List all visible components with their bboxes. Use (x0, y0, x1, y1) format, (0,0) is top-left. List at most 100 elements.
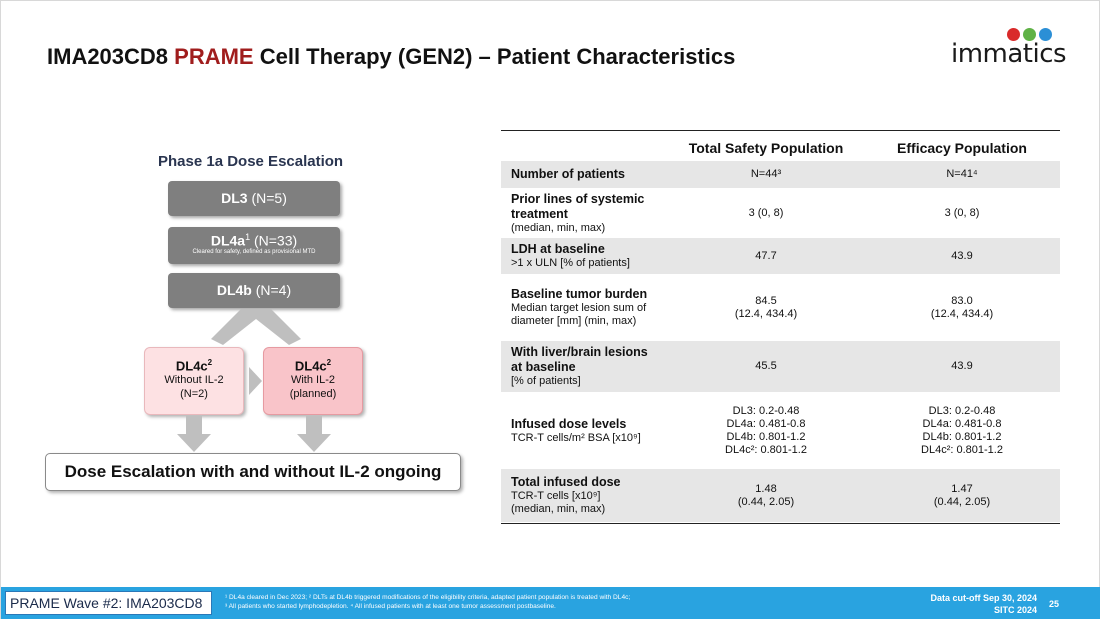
row-label-cell: Total infused dose TCR-T cells [x10⁹] (med… (501, 469, 668, 522)
efficacy-value: DL4c²: 0.801-1.2 (921, 443, 1003, 456)
title-prefix: IMA203CD8 (47, 44, 175, 69)
efficacy-value: 83.0 (951, 294, 973, 307)
dl4c-b-line1: With IL-2 (290, 374, 335, 387)
efficacy-value: N=41⁴ (946, 168, 978, 180)
dl4a-name: DL4a (210, 232, 246, 249)
footnote-line: ³ All patients who started lymphodepleti… (225, 602, 556, 610)
logo-green-dot-icon (1023, 28, 1036, 41)
dl4c-b-sup: 2 (326, 358, 332, 367)
row-label-cell: Prior lines of systemic treatment (median… (501, 189, 668, 237)
table-row: Total infused dose TCR-T cells [x10⁹] (med… (501, 469, 1060, 523)
row-label-detail: TCR-T cells [x10⁹] (511, 490, 601, 502)
row-label-bold: Infused dose levels (511, 416, 627, 431)
row-label-bold: Number of patients (511, 167, 625, 181)
dl4c-a-sup: 2 (207, 358, 213, 367)
safety-value-cell: 47.7 (668, 238, 864, 274)
page-title: IMA203CD8 PRAME Cell Therapy (GEN2) – Pa… (47, 44, 735, 70)
efficacy-value-cell: 1.47 (0.44, 2.05) (864, 469, 1060, 522)
footnote-line: ¹ DL4a cleared in Dec 2023; ² DLTs at DL… (225, 594, 631, 601)
row-label-cell: Number of patients (501, 161, 668, 188)
dl4c-b-name: DL4c (294, 358, 327, 374)
efficacy-value: 1.47 (951, 482, 973, 495)
split-arrow-icon (211, 309, 301, 345)
safety-value: 84.5 (755, 294, 777, 307)
row-label-bold: LDH at baseline (511, 242, 605, 256)
table-header-cell (501, 131, 668, 161)
logo-text: immatics (951, 39, 1067, 69)
footer-label: PRAME Wave #2: IMA203CD8 (5, 591, 212, 615)
title-accent: PRAME (174, 44, 254, 69)
cutoff-date: Data cut-off Sep 30, 2024 (930, 593, 1037, 603)
efficacy-value-cell: N=41⁴ (864, 161, 1060, 188)
row-label-cell: Infused dose levels TCR-T cells/m² BSA [x… (501, 393, 668, 468)
safety-value-cell: 3 (0, 8) (668, 189, 864, 237)
row-label-detail: TCR-T cells/m² BSA [x10⁹] (511, 431, 641, 444)
safety-value: 47.7 (755, 249, 777, 262)
down-arrow-icon (297, 416, 331, 452)
row-label-detail: [% of patients] (511, 375, 581, 387)
efficacy-value-cell: DL3: 0.2-0.48 DL4a: 0.481-0.8 DL4b: 0.801-… (864, 393, 1060, 468)
flow-title: Phase 1a Dose Escalation (158, 153, 344, 170)
safety-value: DL4a: 0.481-0.8 (726, 417, 806, 430)
safety-value: (0.44, 2.05) (737, 495, 795, 508)
table-row: LDH at baseline >1 x ULN [% of patients] 4… (501, 238, 1060, 275)
efficacy-value: (12.4, 434.4) (930, 307, 994, 320)
right-chevron-icon (249, 367, 262, 395)
safety-value-cell: N=44³ (668, 161, 864, 188)
row-label-detail: (median, min, max) (511, 503, 606, 515)
footnotes: ¹ DL4a cleared in Dec 2023; ² DLTs at DL… (225, 594, 630, 611)
efficacy-value: DL4b: 0.801-1.2 (922, 430, 1002, 443)
row-label-detail: (median, min, max) (511, 221, 606, 234)
dl4b-name: DL4b (216, 282, 252, 298)
logo-red-dot-icon (1007, 28, 1020, 41)
company-logo: immatics (949, 21, 1069, 71)
dl4c-a-line2: (N=2) (180, 388, 208, 401)
efficacy-value: DL4a: 0.481-0.8 (922, 417, 1002, 430)
safety-value-cell: 45.5 (668, 341, 864, 392)
dl3-name: DL3 (221, 190, 248, 206)
row-label-bold: Prior lines of systemic treatment (511, 191, 645, 221)
page-number: 25 (1048, 599, 1059, 609)
row-label-bold: With liver/brain lesions at baseline (511, 345, 648, 374)
efficacy-value-cell: 43.9 (864, 341, 1060, 392)
dl4c-a-line1: Without IL-2 (164, 374, 224, 387)
table-row: Baseline tumor burden Median target lesio… (501, 275, 1060, 341)
ongoing-banner: Dose Escalation with and without IL-2 on… (45, 453, 461, 491)
logo-dots-icon (1007, 27, 1067, 41)
table-header-cell: Efficacy Population (897, 140, 1027, 156)
table-row: Prior lines of systemic treatment (median… (501, 189, 1060, 238)
dl4a-count: (N=33) (253, 232, 298, 249)
dl4c-with-il2-box: DL4c2 With IL-2 (planned) (263, 347, 363, 415)
conference-name: SITC 2024 (993, 605, 1037, 615)
row-label-cell: LDH at baseline >1 x ULN [% of patients] (501, 238, 668, 274)
row-label-cell: With liver/brain lesions at baseline [% o… (501, 341, 668, 392)
safety-value: (12.4, 434.4) (734, 307, 798, 320)
dl4a-sup: 1 (245, 232, 251, 242)
dl4a-note: Cleared for safety, defined as provision… (192, 248, 316, 255)
title-suffix: Cell Therapy (GEN2) – Patient Characteri… (253, 44, 736, 69)
row-label-cell: Baseline tumor burden Median target lesio… (501, 275, 668, 340)
table-header: Total Safety Population Efficacy Populat… (501, 130, 1060, 161)
patient-characteristics-table: Total Safety Population Efficacy Populat… (501, 130, 1060, 524)
dl4b-count: (N=4) (255, 282, 292, 298)
efficacy-value: 43.9 (951, 249, 973, 262)
row-label-detail: >1 x ULN [% of patients] (511, 257, 630, 269)
dl4c-b-line2: (planned) (289, 388, 337, 401)
footer-bar: PRAME Wave #2: IMA203CD8 ¹ DL4a cleared … (1, 587, 1100, 619)
efficacy-value: DL3: 0.2-0.48 (928, 404, 996, 417)
efficacy-value-cell: 43.9 (864, 238, 1060, 274)
dl4c-without-il2-box: DL4c2 Without IL-2 (N=2) (144, 347, 244, 415)
efficacy-value: 43.9 (951, 360, 973, 372)
table-row: Number of patients N=44³ N=41⁴ (501, 161, 1060, 189)
safety-value: N=44³ (750, 168, 782, 180)
efficacy-value-cell: 83.0 (12.4, 434.4) (864, 275, 1060, 340)
safety-value: 1.48 (755, 482, 777, 495)
safety-value: DL3: 0.2-0.48 (732, 404, 800, 417)
efficacy-value-cell: 3 (0, 8) (864, 189, 1060, 237)
efficacy-value: 3 (0, 8) (944, 206, 980, 219)
dl3-count: (N=5) (251, 190, 287, 206)
table-header-cell: Total Safety Population (688, 140, 844, 156)
safety-value-cell: 1.48 (0.44, 2.05) (668, 469, 864, 522)
safety-value: DL4c²: 0.801-1.2 (725, 443, 807, 456)
